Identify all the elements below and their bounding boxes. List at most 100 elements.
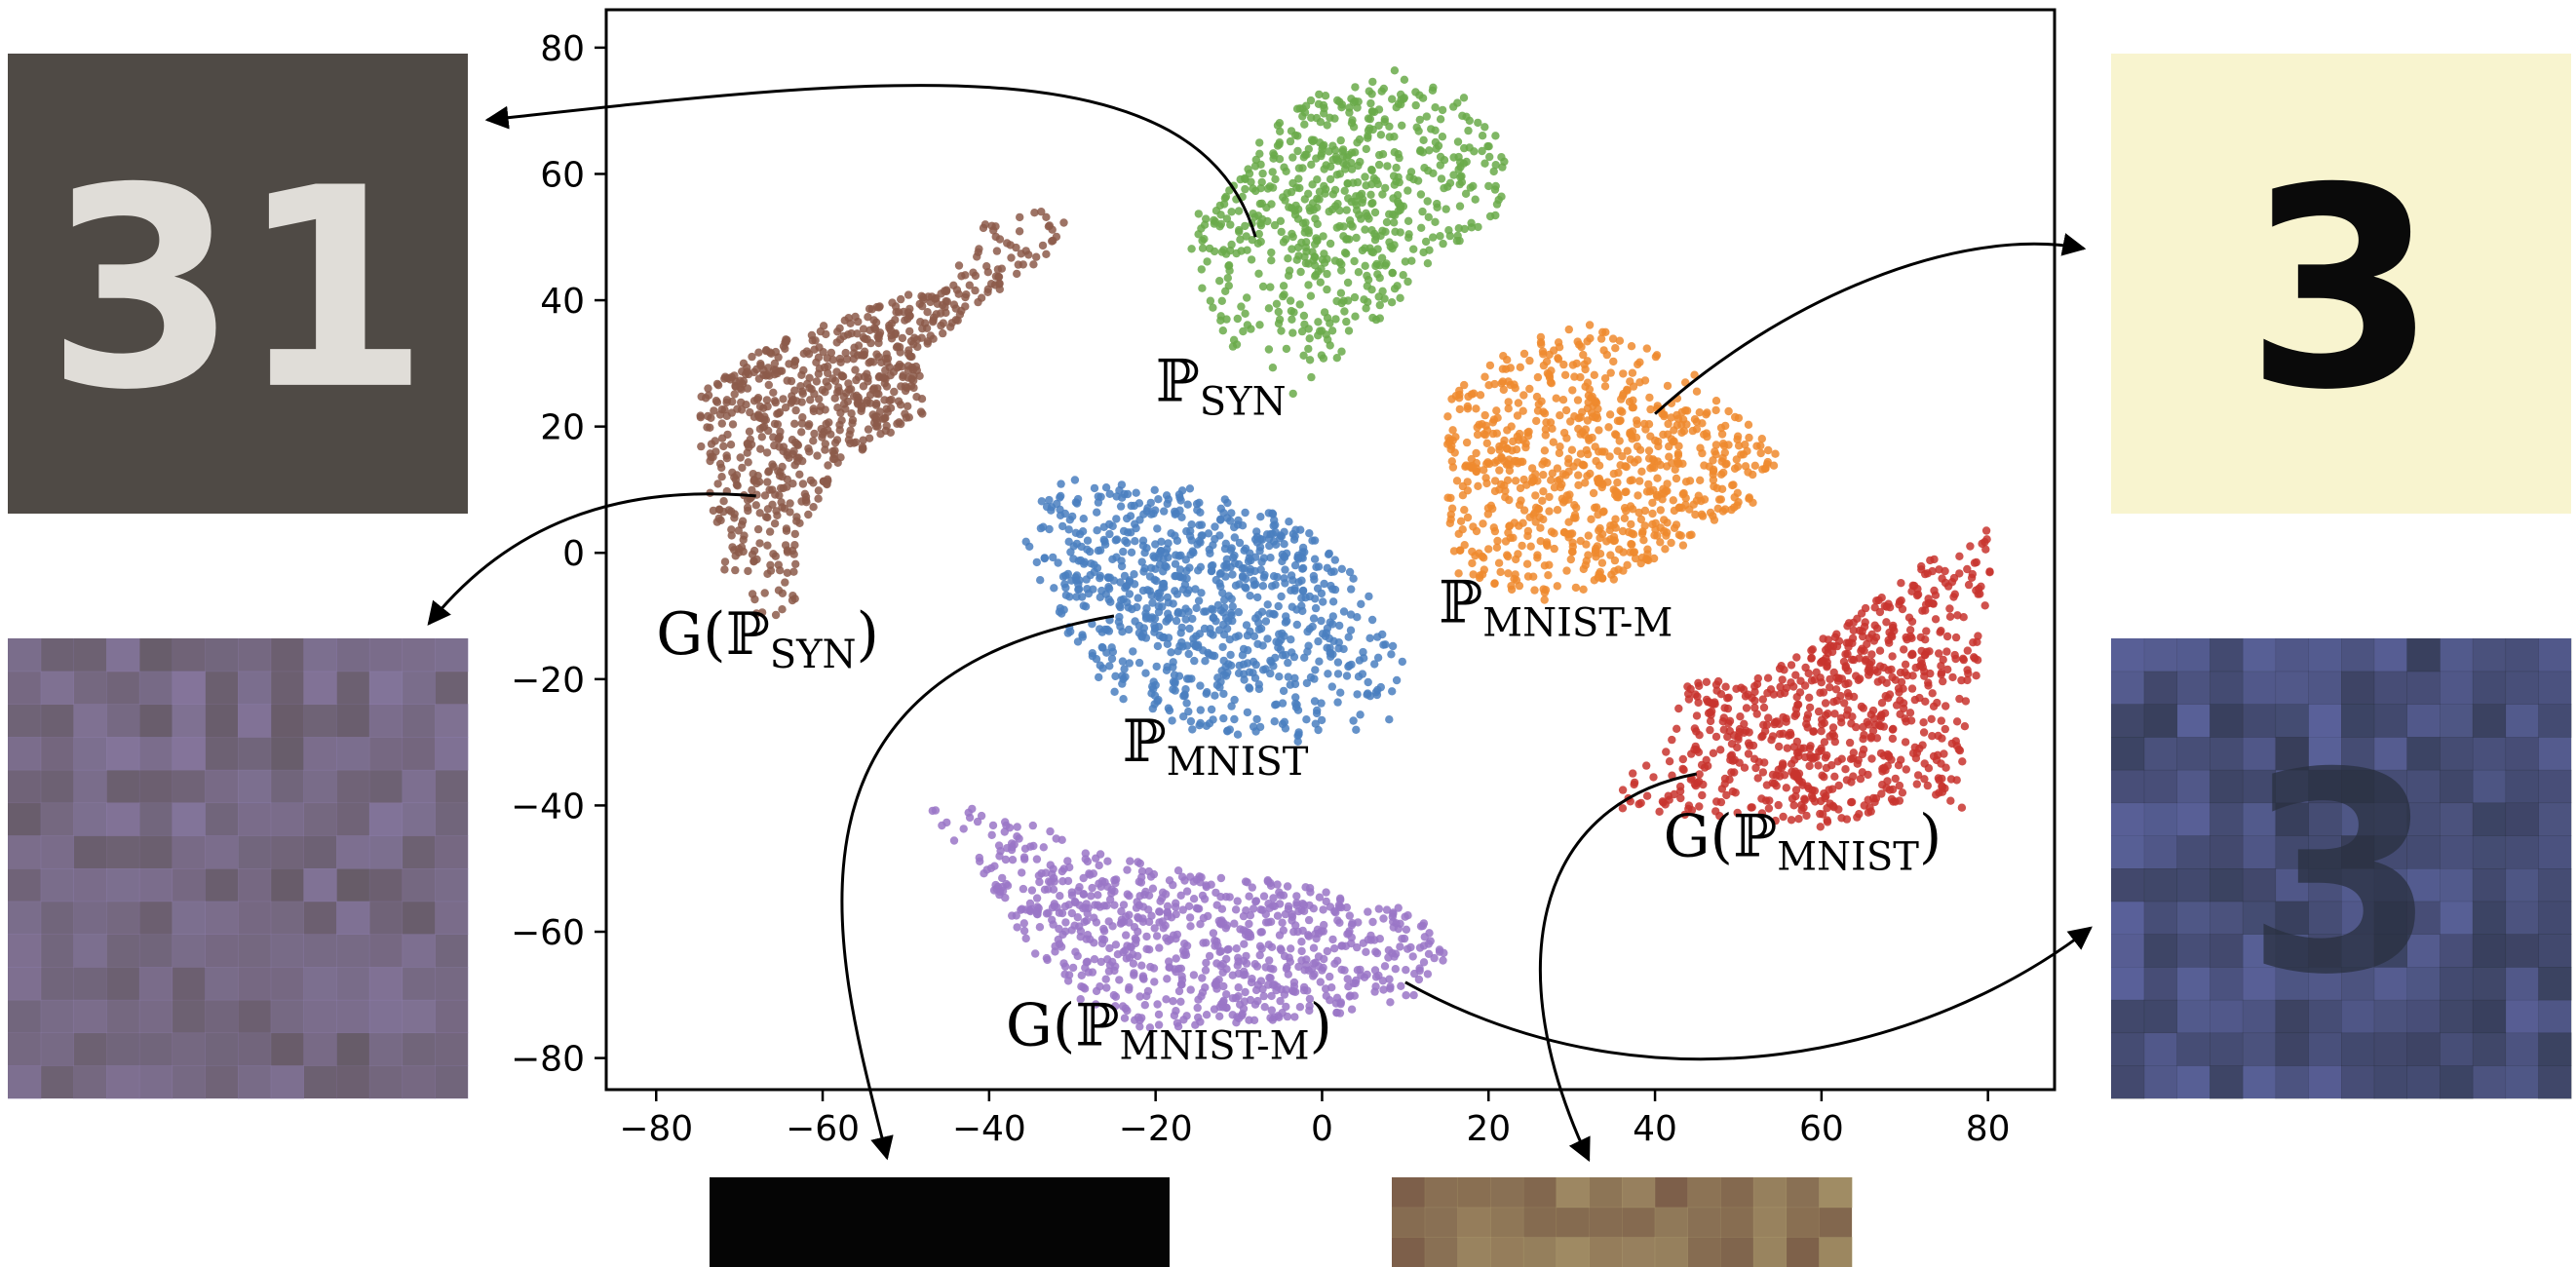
point (1854, 755, 1864, 765)
thumbnail-pixel (336, 868, 370, 902)
point (1663, 518, 1672, 527)
point (1373, 633, 1382, 641)
point (1497, 480, 1506, 489)
point (787, 376, 796, 386)
point (1545, 350, 1554, 360)
point (812, 377, 822, 386)
point (916, 407, 926, 416)
point (1875, 720, 1884, 730)
thumbnail-pixel (2373, 737, 2407, 771)
point (1034, 871, 1044, 880)
thumbnail-pixel (2210, 967, 2244, 1001)
point (1327, 620, 1337, 629)
thumbnail-pixel (1457, 1207, 1491, 1238)
thumbnail-pixel (2406, 901, 2441, 935)
point (1096, 625, 1104, 634)
thumbnail-pixel (2275, 967, 2309, 1001)
point (1258, 582, 1268, 591)
point (1946, 796, 1955, 805)
point (1499, 352, 1508, 361)
point (1340, 307, 1349, 316)
thumbnail-pixel (303, 638, 337, 672)
point (1297, 946, 1306, 956)
point (897, 294, 905, 304)
point (1310, 555, 1320, 563)
point (1418, 207, 1427, 216)
point (1266, 917, 1276, 926)
point (971, 286, 980, 295)
thumbnail-pixel (336, 1032, 370, 1066)
point (1279, 193, 1288, 202)
point (761, 415, 771, 424)
point (1056, 892, 1064, 901)
point (1337, 266, 1346, 275)
point (770, 519, 780, 528)
point (1827, 785, 1837, 793)
point (1149, 509, 1158, 518)
point (1105, 529, 1114, 539)
point (1290, 673, 1299, 682)
point (1257, 944, 1266, 953)
thumbnail-pixel (2505, 868, 2539, 902)
point (1223, 726, 1232, 735)
thumbnail-pixel (2176, 934, 2211, 968)
point (1574, 480, 1583, 489)
thumbnail-pixel (2143, 1032, 2177, 1066)
point (722, 451, 731, 460)
point (1745, 493, 1754, 502)
thumbnail-pixel (270, 868, 304, 902)
point (1793, 701, 1802, 710)
thumbnail-pixel (336, 901, 370, 935)
point (1096, 957, 1106, 967)
point (1685, 505, 1694, 514)
point (790, 529, 799, 539)
thumbnail-pixel (303, 704, 337, 738)
thumbnail-pixel (2176, 802, 2211, 836)
point (1949, 573, 1959, 583)
point (1537, 340, 1546, 349)
point (766, 566, 776, 575)
point (1288, 153, 1297, 162)
thumbnail-pixel (2440, 1065, 2474, 1099)
point (1351, 83, 1360, 92)
point (1515, 521, 1523, 530)
point (753, 394, 763, 403)
point (1169, 880, 1177, 890)
point (1681, 478, 1691, 486)
point (1668, 735, 1676, 745)
point (1879, 663, 1889, 672)
point (1546, 418, 1556, 427)
point (1148, 884, 1158, 893)
point (1478, 132, 1487, 140)
point (1204, 911, 1212, 921)
point (1325, 147, 1333, 156)
thumbnail-pixel (2143, 737, 2177, 771)
thumbnail-pixel (303, 769, 337, 804)
point (1250, 535, 1260, 544)
point (1207, 880, 1215, 889)
point (771, 610, 781, 620)
point (1867, 754, 1876, 763)
point (1883, 761, 1893, 770)
point (1527, 478, 1537, 486)
thumbnail-pixel (2111, 835, 2145, 869)
thumbnail-pixel (205, 769, 239, 804)
point (1169, 599, 1177, 608)
point (1140, 549, 1149, 557)
point (1189, 895, 1199, 903)
point (1598, 508, 1608, 517)
point (779, 446, 788, 456)
thumbnail-pixel (205, 901, 239, 935)
point (1272, 700, 1281, 709)
point (1480, 554, 1488, 562)
point (1568, 538, 1577, 547)
thumbnail-pixel (172, 671, 206, 705)
point (1353, 690, 1362, 699)
thumbnail-pixel (172, 769, 206, 804)
point (1344, 982, 1353, 991)
point (1309, 972, 1318, 980)
point (1391, 965, 1401, 974)
point (1464, 126, 1473, 135)
point (1042, 250, 1051, 258)
thumbnail-pixel (8, 1065, 42, 1099)
